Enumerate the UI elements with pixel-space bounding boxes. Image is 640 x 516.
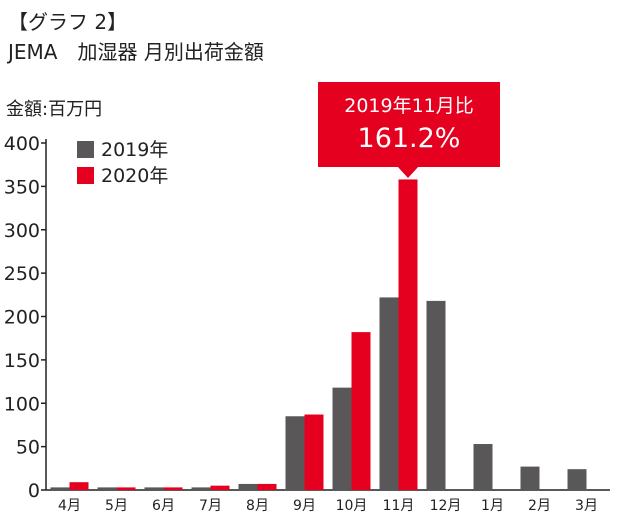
bar-2020年-4月 bbox=[69, 482, 89, 490]
x-tick-label: 4月 bbox=[58, 498, 81, 514]
y-axis-label: 金額:百万円 bbox=[6, 99, 102, 120]
x-tick-label: 8月 bbox=[246, 498, 269, 514]
x-tick-label: 11月 bbox=[383, 498, 415, 514]
chart-title: JEMA 加湿器 月別出荷金額 bbox=[8, 40, 264, 64]
bar-2020年-8月 bbox=[257, 483, 277, 490]
bar-2019年-1月 bbox=[473, 444, 493, 490]
y-tick-label: 100 bbox=[4, 393, 40, 415]
y-tick-label: 0 bbox=[28, 480, 40, 502]
x-tick-label: 12月 bbox=[430, 498, 462, 514]
chart-heading: 【グラフ 2】 bbox=[8, 10, 128, 34]
bar-2019年-7月 bbox=[191, 487, 211, 490]
legend-swatch bbox=[77, 141, 94, 158]
y-tick-label: 150 bbox=[4, 350, 40, 372]
legend-label: 2020年 bbox=[101, 165, 168, 187]
callout-box bbox=[318, 82, 500, 167]
bar-2019年-5月 bbox=[97, 487, 117, 490]
bar-2019年-4月 bbox=[50, 487, 70, 490]
bar-2019年-9月 bbox=[285, 416, 305, 490]
bar-2020年-10月 bbox=[351, 332, 371, 490]
bar-2019年-8月 bbox=[238, 483, 258, 490]
callout-line1: 2019年11月比 bbox=[344, 95, 474, 117]
bar-2019年-11月 bbox=[379, 297, 399, 490]
bar-2020年-11月 bbox=[398, 179, 418, 490]
y-tick-label: 50 bbox=[16, 437, 40, 459]
y-tick-label: 300 bbox=[4, 220, 40, 242]
x-tick-label: 1月 bbox=[481, 498, 504, 514]
legend-label: 2019年 bbox=[101, 139, 168, 161]
bar-2020年-7月 bbox=[210, 485, 230, 490]
y-tick-label: 200 bbox=[4, 307, 40, 329]
callout-line2: 161.2% bbox=[358, 123, 461, 154]
callout-pointer bbox=[397, 166, 419, 178]
axes: 0 50 100 150 200 250 300 350 400 4月 5月 6月 7月 8月 9月 10月 1… bbox=[4, 133, 610, 514]
y-tick-label: 250 bbox=[4, 263, 40, 285]
x-tick-label: 7月 bbox=[199, 498, 222, 514]
bar-2020年-6月 bbox=[163, 487, 183, 490]
x-tick-label: 3月 bbox=[575, 498, 598, 514]
bar-2019年-12月 bbox=[426, 300, 446, 490]
x-tick-label: 5月 bbox=[105, 498, 128, 514]
legend-swatch bbox=[77, 167, 94, 184]
bar-2020年-5月 bbox=[116, 487, 136, 490]
bar-2019年-10月 bbox=[332, 387, 352, 490]
bar-2020年-9月 bbox=[304, 414, 324, 490]
annotation-callout: 2019年11月比 161.2% bbox=[318, 82, 500, 178]
bar-2019年-3月 bbox=[567, 469, 587, 490]
legend: 2019年 2020年 bbox=[77, 139, 168, 187]
bars bbox=[50, 179, 587, 490]
bar-2019年-2月 bbox=[520, 466, 540, 490]
x-tick-label: 2月 bbox=[528, 498, 551, 514]
x-tick-label: 9月 bbox=[293, 498, 316, 514]
y-tick-label: 350 bbox=[4, 176, 40, 198]
y-tick-label: 400 bbox=[4, 133, 40, 155]
bar-2019年-6月 bbox=[144, 487, 164, 490]
x-tick-label: 6月 bbox=[152, 498, 175, 514]
x-tick-label: 10月 bbox=[336, 498, 368, 514]
